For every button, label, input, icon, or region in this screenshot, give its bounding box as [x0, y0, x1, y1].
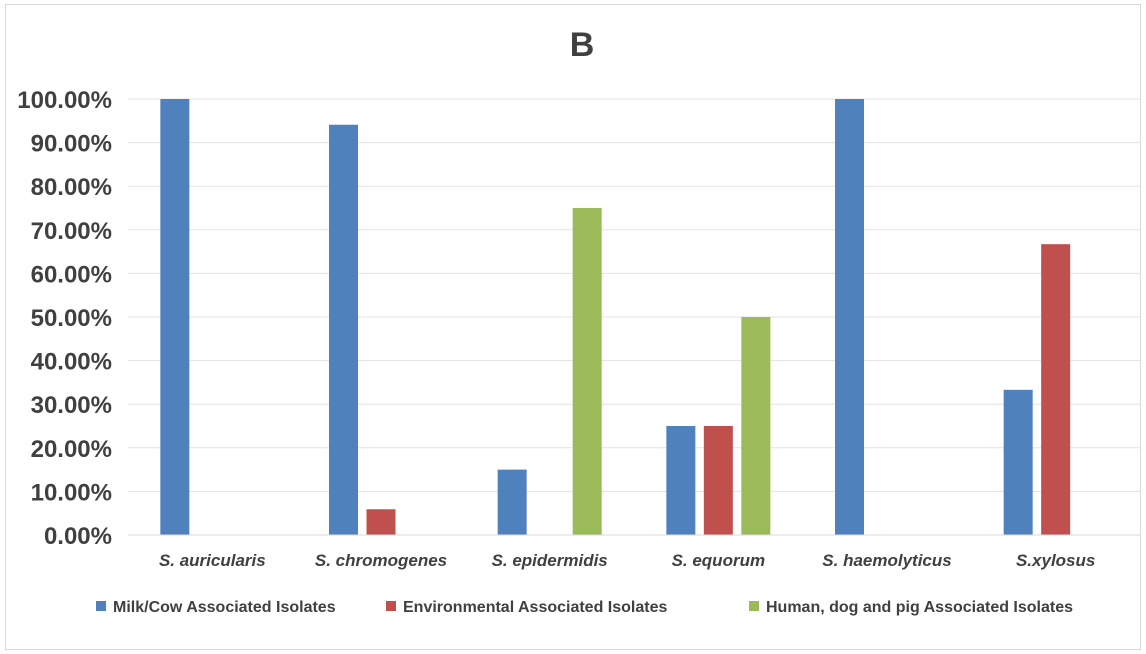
gridlines: [128, 98, 1140, 492]
y-tick-label: 60.00%: [31, 261, 112, 288]
bars: [160, 99, 1071, 536]
chart-title: B: [570, 26, 595, 64]
x-tick-label: S.xylosus: [1016, 551, 1095, 570]
bar: [741, 317, 771, 535]
bar: [703, 426, 733, 535]
bar: [497, 469, 527, 535]
bar: [572, 208, 602, 535]
y-tick-label: 70.00%: [31, 218, 112, 245]
x-tick-label: S. chromogenes: [315, 551, 447, 570]
y-tick-label: 10.00%: [31, 479, 112, 506]
x-tick-label: S. haemolyticus: [822, 551, 951, 570]
bar: [329, 124, 358, 535]
legend-item: Environmental Associated Isolates: [386, 599, 667, 616]
y-axis-ticks: 0.00% 10.00% 20.00% 30.00% 40.00% 50.00% 60.00…: [17, 87, 112, 550]
x-tick-label: S. epidermidis: [492, 551, 608, 570]
y-tick-label: 0.00%: [44, 523, 112, 550]
bar: [160, 99, 190, 535]
y-tick-label: 50.00%: [31, 305, 112, 332]
legend-swatch: [749, 601, 759, 611]
y-tick-label: 20.00%: [31, 436, 112, 463]
x-tick-label: S. equorum: [672, 551, 766, 570]
bar: [835, 99, 864, 535]
legend-item: Milk/Cow Associated Isolates: [96, 599, 336, 616]
legend-label: Human, dog and pig Associated Isolates: [766, 599, 1073, 616]
y-tick-label: 30.00%: [31, 392, 112, 419]
legend-label: Environmental Associated Isolates: [403, 599, 667, 616]
bar: [1003, 389, 1033, 535]
legend-swatch: [386, 601, 396, 611]
bar: [1041, 244, 1071, 536]
legend-label: Milk/Cow Associated Isolates: [113, 599, 336, 616]
legend: Milk/Cow Associated Isolates Environmenta…: [96, 599, 1073, 616]
y-tick-label: 90.00%: [31, 131, 112, 158]
x-axis-ticks: S. auricularis S. chromogenes S. epidermid…: [159, 551, 1095, 570]
x-tick-label: S. auricularis: [159, 551, 266, 570]
y-tick-label: 40.00%: [31, 349, 112, 376]
y-tick-label: 80.00%: [31, 174, 112, 201]
y-tick-label: 100.00%: [17, 87, 112, 114]
legend-swatch: [96, 601, 106, 611]
bar: [366, 509, 396, 535]
bar: [666, 426, 696, 535]
legend-item: Human, dog and pig Associated Isolates: [749, 599, 1073, 616]
